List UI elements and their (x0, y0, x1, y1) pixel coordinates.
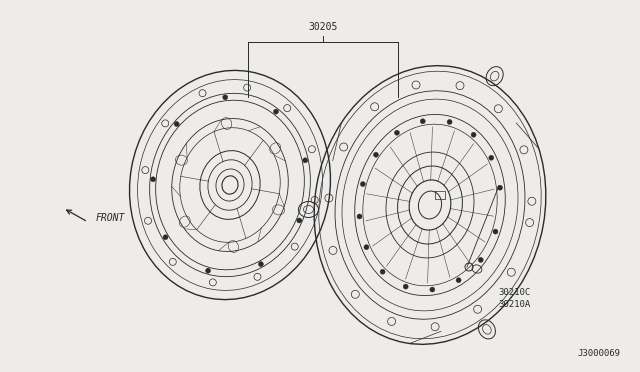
Ellipse shape (174, 122, 179, 126)
Ellipse shape (420, 119, 425, 124)
Ellipse shape (489, 155, 494, 160)
Ellipse shape (380, 269, 385, 274)
Text: 30210C: 30210C (498, 288, 531, 297)
Ellipse shape (394, 130, 399, 135)
Ellipse shape (374, 152, 378, 157)
Text: J3000069: J3000069 (577, 349, 620, 358)
Ellipse shape (357, 214, 362, 219)
Ellipse shape (456, 278, 461, 283)
Ellipse shape (478, 257, 483, 262)
Text: FRONT: FRONT (96, 213, 125, 223)
Text: 30205: 30205 (308, 22, 338, 32)
Ellipse shape (447, 119, 452, 125)
Ellipse shape (360, 182, 365, 187)
Ellipse shape (497, 185, 502, 190)
Ellipse shape (471, 132, 476, 137)
Ellipse shape (303, 158, 308, 163)
Ellipse shape (297, 218, 302, 223)
Ellipse shape (403, 284, 408, 289)
Text: 30210A: 30210A (498, 300, 531, 309)
Ellipse shape (259, 262, 264, 267)
Ellipse shape (205, 268, 211, 273)
Ellipse shape (150, 177, 156, 182)
Ellipse shape (419, 191, 442, 219)
Ellipse shape (430, 287, 435, 292)
Ellipse shape (273, 109, 278, 114)
Ellipse shape (364, 245, 369, 250)
Ellipse shape (493, 229, 498, 234)
Ellipse shape (223, 95, 228, 100)
Ellipse shape (163, 235, 168, 240)
